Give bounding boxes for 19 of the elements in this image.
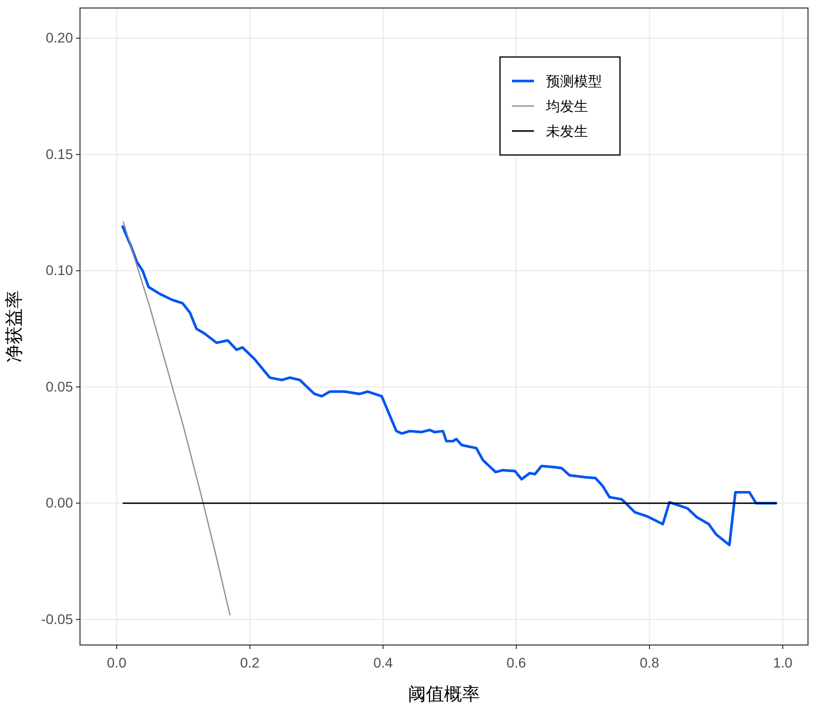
y-tick-label: -0.05 bbox=[41, 610, 74, 627]
x-tick-label: 0.2 bbox=[240, 654, 260, 670]
legend-label: 预测模型 bbox=[546, 74, 602, 90]
legend-label: 均发生 bbox=[545, 99, 588, 115]
x-tick-label: 0.8 bbox=[640, 654, 660, 670]
y-tick-label: 0.20 bbox=[46, 30, 74, 46]
x-tick-label: 0.0 bbox=[106, 654, 127, 670]
x-tick-label: 0.4 bbox=[373, 654, 393, 670]
x-tick-label: 1.0 bbox=[772, 654, 793, 670]
y-tick-label: 0.00 bbox=[46, 494, 74, 511]
line-series bbox=[122, 221, 230, 616]
x-tick-label: 0.6 bbox=[506, 654, 526, 670]
y-tick-label: 0.10 bbox=[46, 262, 74, 278]
line-series bbox=[121, 225, 778, 546]
y-axis-title: 净获益率 bbox=[4, 290, 25, 362]
x-axis-title: 阈值概率 bbox=[408, 684, 480, 705]
y-tick-label: 0.15 bbox=[46, 146, 74, 162]
y-tick-label: 0.05 bbox=[46, 378, 74, 394]
legend-label: 未发生 bbox=[546, 124, 588, 140]
